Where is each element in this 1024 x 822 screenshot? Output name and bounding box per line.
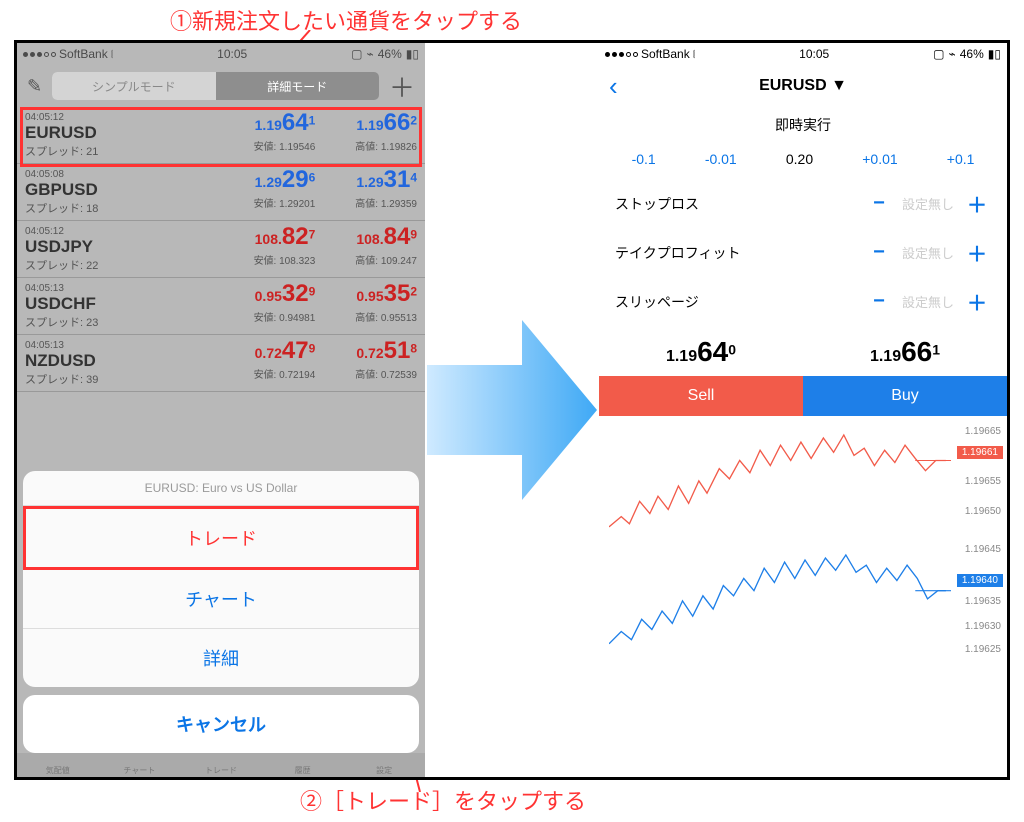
plus-icon[interactable]: ＋ xyxy=(963,189,991,218)
lot-step[interactable]: +0.01 xyxy=(862,151,897,167)
add-icon[interactable]: ＋ xyxy=(389,68,415,105)
order-pair-title[interactable]: EURUSD ▼ xyxy=(759,77,847,95)
bid-price: 1.19640 xyxy=(666,336,736,368)
sell-button[interactable]: Sell xyxy=(599,376,803,416)
battery-icon: ▮▯ xyxy=(988,47,1001,61)
wifi-icon: ⧙ xyxy=(693,47,696,62)
tab-item[interactable]: トレード xyxy=(180,753,262,777)
annotation-bottom: ②［トレード］をタップする xyxy=(300,784,586,816)
tick-charts: 1.19665 1.19661 1.19655 1.19650 1.19645 … xyxy=(599,416,1007,676)
quote-row-USDCHF[interactable]: 04:05:13 USDCHF スプレッド: 23 0.95329安値: 0.9… xyxy=(17,278,425,335)
price-tag-red: 1.19661 xyxy=(957,446,1003,459)
sheet-title: EURUSD: Euro vs US Dollar xyxy=(23,471,419,506)
annotation-top: ①新規注文したい通貨をタップする xyxy=(170,4,522,36)
action-sheet: EURUSD: Euro vs US Dollar トレード チャート 詳細 キ… xyxy=(23,471,419,753)
y-label: 1.19635 xyxy=(965,596,1001,607)
quote-row-NZDUSD[interactable]: 04:05:13 NZDUSD スプレッド: 39 0.72479安値: 0.7… xyxy=(17,335,425,392)
param-row: ストップロス − 設定無し ＋ xyxy=(599,179,1007,228)
sheet-chart-button[interactable]: チャート xyxy=(23,570,419,629)
param-value[interactable]: 設定無し xyxy=(893,292,963,311)
param-label: ストップロス xyxy=(615,194,865,214)
back-icon[interactable]: ‹ xyxy=(609,71,618,102)
status-bar-right: SoftBank ⧙ 10:05 ▢ ⌁ 46% ▮▯ xyxy=(599,43,1007,65)
param-row: テイクプロフィット − 設定無し ＋ xyxy=(599,228,1007,277)
y-label: 1.19645 xyxy=(965,544,1001,555)
param-label: スリッページ xyxy=(615,292,865,312)
tab-bar: 気配値チャートトレード履歴設定 xyxy=(17,753,425,777)
sheet-trade-button[interactable]: トレード xyxy=(23,506,419,570)
y-label: 1.19625 xyxy=(965,644,1001,655)
price-tag-blue: 1.19640 xyxy=(957,574,1003,587)
arrow-zone xyxy=(425,43,599,777)
seg-simple[interactable]: シンプルモード xyxy=(52,72,215,100)
minus-icon[interactable]: − xyxy=(865,290,893,313)
lot-step[interactable]: -0.01 xyxy=(705,151,737,167)
y-label: 1.19655 xyxy=(965,476,1001,487)
tick-chart-blue xyxy=(609,546,951,666)
price-row: 1.19640 1.19661 xyxy=(599,326,1007,376)
flow-arrow-icon xyxy=(427,310,597,510)
edit-icon[interactable]: ✎ xyxy=(27,76,42,97)
mode-segment[interactable]: シンプルモード 詳細モード xyxy=(52,72,379,100)
airplay-icon: ▢ xyxy=(351,47,362,61)
param-value[interactable]: 設定無し xyxy=(893,243,963,262)
sell-buy-row: Sell Buy xyxy=(599,376,1007,416)
order-type-label[interactable]: 即時実行 xyxy=(599,107,1007,147)
param-value[interactable]: 設定無し xyxy=(893,194,963,213)
order-header: ‹ EURUSD ▼ xyxy=(599,65,1007,107)
tab-item[interactable]: チャート xyxy=(99,753,181,777)
param-label: テイクプロフィット xyxy=(615,243,865,263)
y-label: 1.19650 xyxy=(965,506,1001,517)
seg-detail[interactable]: 詳細モード xyxy=(216,72,379,100)
y-label: 1.19665 xyxy=(965,426,1001,437)
airplay-icon: ▢ xyxy=(933,47,944,61)
toolbar-left: ✎ シンプルモード 詳細モード ＋ xyxy=(17,65,425,107)
wifi-icon: ⧙ xyxy=(111,47,114,62)
tick-chart-red xyxy=(609,426,951,546)
tab-item[interactable]: 設定 xyxy=(343,753,425,777)
lot-step[interactable]: 0.20 xyxy=(786,151,813,167)
quote-row-USDJPY[interactable]: 04:05:12 USDJPY スプレッド: 22 108.827安値: 108… xyxy=(17,221,425,278)
main-frame: SoftBank ⧙ 10:05 ▢ ⌁ 46% ▮▯ ✎ シンプルモード 詳細… xyxy=(14,40,1010,780)
minus-icon[interactable]: − xyxy=(865,241,893,264)
buy-button[interactable]: Buy xyxy=(803,376,1007,416)
bluetooth-icon: ⌁ xyxy=(949,47,956,61)
lot-step[interactable]: +0.1 xyxy=(947,151,975,167)
phone-left: SoftBank ⧙ 10:05 ▢ ⌁ 46% ▮▯ ✎ シンプルモード 詳細… xyxy=(17,43,425,777)
sheet-cancel-button[interactable]: キャンセル xyxy=(23,695,419,753)
status-bar-left: SoftBank ⧙ 10:05 ▢ ⌁ 46% ▮▯ xyxy=(17,43,425,65)
plus-icon[interactable]: ＋ xyxy=(963,238,991,267)
minus-icon[interactable]: − xyxy=(865,192,893,215)
battery-icon: ▮▯ xyxy=(406,47,419,61)
bluetooth-icon: ⌁ xyxy=(367,47,374,61)
y-label: 1.19630 xyxy=(965,621,1001,632)
tab-item[interactable]: 気配値 xyxy=(17,753,99,777)
ask-price: 1.19661 xyxy=(870,336,940,368)
lot-step[interactable]: -0.1 xyxy=(632,151,656,167)
lot-row: -0.1 -0.01 0.20 +0.01 +0.1 xyxy=(599,147,1007,179)
plus-icon[interactable]: ＋ xyxy=(963,287,991,316)
sheet-detail-button[interactable]: 詳細 xyxy=(23,629,419,687)
quote-row-EURUSD[interactable]: 04:05:12 EURUSD スプレッド: 21 1.19641安値: 1.1… xyxy=(17,107,425,164)
param-row: スリッページ − 設定無し ＋ xyxy=(599,277,1007,326)
quote-row-GBPUSD[interactable]: 04:05:08 GBPUSD スプレッド: 18 1.29296安値: 1.2… xyxy=(17,164,425,221)
phone-right: SoftBank ⧙ 10:05 ▢ ⌁ 46% ▮▯ ‹ EURUSD ▼ 即… xyxy=(599,43,1007,777)
tab-item[interactable]: 履歴 xyxy=(262,753,344,777)
